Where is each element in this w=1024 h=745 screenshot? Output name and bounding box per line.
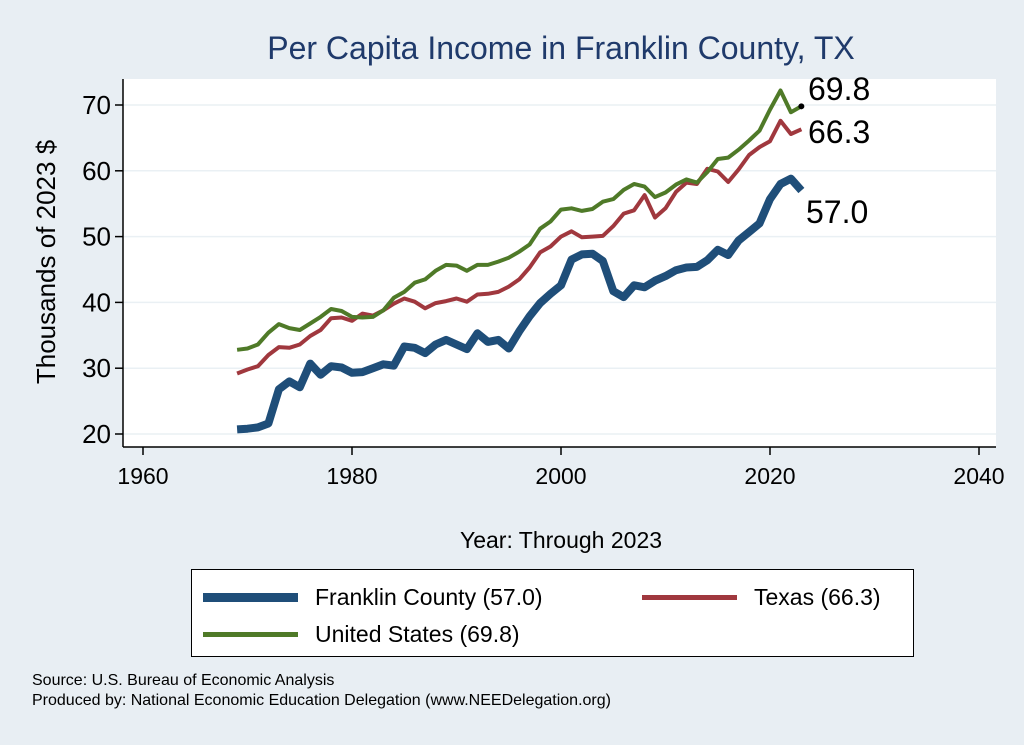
line-chart: Per Capita Income in Franklin County, TX… bbox=[31, 30, 1005, 553]
y-tick-label: 50 bbox=[82, 222, 111, 252]
series-texas bbox=[236, 118, 803, 376]
plot-area bbox=[123, 79, 996, 447]
legend-item-texas: Texas (66.3) bbox=[642, 582, 881, 612]
chart-title: Per Capita Income in Franklin County, TX bbox=[267, 30, 855, 66]
footer-produced-by: Produced by: National Economic Education… bbox=[32, 692, 611, 709]
x-tick-label: 1960 bbox=[117, 463, 168, 489]
y-axis-label: Thousands of 2023 $ bbox=[31, 139, 61, 384]
end-label: 57.0 bbox=[806, 194, 868, 230]
legend-label-franklin: Franklin County (57.0) bbox=[315, 583, 543, 610]
end-label: 66.3 bbox=[808, 114, 870, 150]
series-lines bbox=[236, 88, 805, 434]
y-tick-label: 70 bbox=[82, 90, 111, 120]
y-tick-label: 40 bbox=[82, 287, 111, 317]
x-tick-label: 2040 bbox=[953, 463, 1004, 489]
y-tick-label: 20 bbox=[82, 419, 111, 449]
legend-swatch-us bbox=[203, 631, 298, 637]
legend-label-texas: Texas (66.3) bbox=[754, 583, 881, 610]
legend-item-franklin: Franklin County (57.0) bbox=[203, 582, 543, 612]
x-tick-label: 1980 bbox=[326, 463, 377, 489]
footer-source: Source: U.S. Bureau of Economic Analysis bbox=[32, 672, 335, 689]
x-tick-label: 2000 bbox=[535, 463, 586, 489]
x-tick-label: 2020 bbox=[744, 463, 795, 489]
legend-item-us: United States (69.8) bbox=[203, 619, 520, 649]
axes: 20 30 40 50 60 70 1960 1980 2000 2020 2040 bbox=[82, 79, 1005, 489]
end-label: 69.8 bbox=[808, 71, 870, 107]
x-axis-label: Year: Through 2023 bbox=[460, 527, 662, 553]
legend-label-us: United States (69.8) bbox=[315, 620, 520, 647]
y-tick-label: 60 bbox=[82, 156, 111, 186]
legend-swatch-texas bbox=[642, 594, 737, 600]
legend: Franklin County (57.0) Texas (66.3) Unit… bbox=[191, 569, 914, 657]
series-united-states bbox=[236, 88, 803, 352]
y-tick-label: 30 bbox=[82, 353, 111, 383]
legend-swatch-franklin bbox=[203, 592, 298, 602]
series-franklin-county bbox=[236, 174, 805, 434]
end-labels: 69.8 66.3 57.0 bbox=[798, 71, 870, 230]
end-marker bbox=[798, 103, 805, 110]
